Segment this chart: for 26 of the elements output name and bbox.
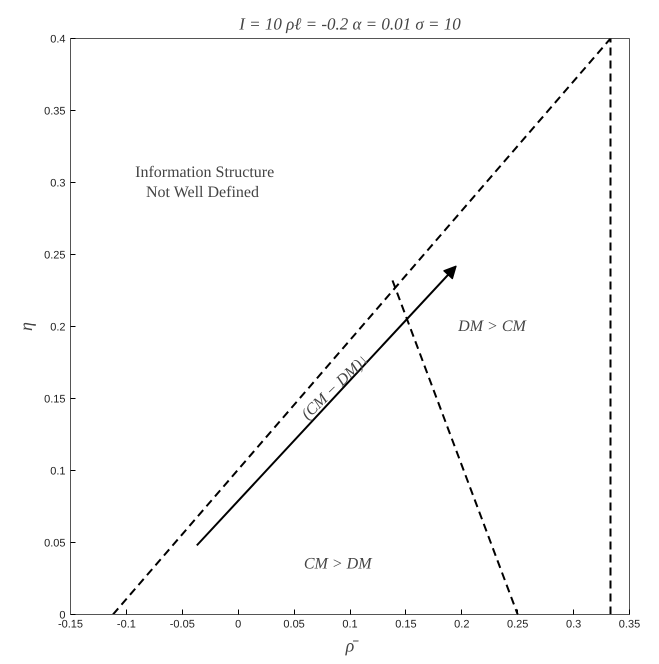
x-tick-label: -0.15 [58, 618, 84, 630]
y-tick-label: 0.05 [44, 538, 66, 550]
chart-title: I = 10 ρℓ = -0.2 α = 0.01 σ = 10 [238, 14, 462, 34]
x-tick-label: 0.35 [618, 618, 640, 630]
annotation: CM > DM [304, 556, 374, 573]
y-tick-label: 0 [59, 610, 66, 622]
y-tick-label: 0.4 [50, 34, 66, 46]
x-tick-label: 0 [235, 618, 242, 630]
x-tick-label: 0.3 [566, 618, 582, 630]
x-tick-label: 0.1 [342, 618, 358, 630]
y-tick-label: 0.35 [44, 106, 66, 118]
x-tick-label: -0.1 [116, 618, 136, 630]
y-tick-label: 0.1 [50, 466, 66, 478]
y-tick-label: 0.3 [50, 178, 66, 190]
x-tick-label: 0.05 [283, 618, 305, 630]
x-tick-label: -0.05 [170, 618, 195, 630]
x-axis-title: ρ̄ [344, 636, 360, 656]
y-tick-label: 0.15 [44, 394, 66, 406]
y-tick-label: 0.25 [44, 250, 66, 262]
annotation: Information Structure Not Well Defined [135, 164, 274, 202]
annotation: DM > CM [457, 318, 528, 335]
x-tick-label: 0.15 [395, 618, 417, 630]
x-tick-label: 0.25 [506, 618, 528, 630]
y-tick-label: 0.2 [50, 322, 66, 334]
x-tick-label: 0.2 [454, 618, 470, 630]
y-axis-title: η [16, 322, 36, 331]
